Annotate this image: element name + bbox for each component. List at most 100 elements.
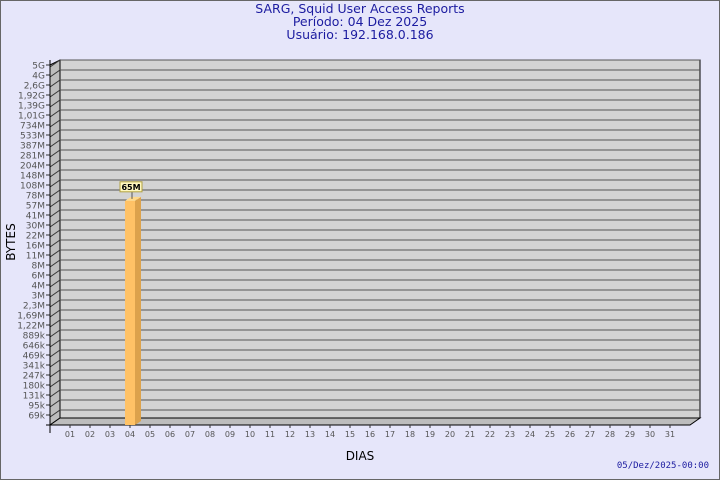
gridline-side — [49, 289, 61, 298]
gridline-side — [49, 229, 61, 238]
y-tick-label: 734M — [20, 122, 45, 132]
gridline-side — [49, 169, 61, 178]
gridline-side — [49, 279, 61, 288]
x-tick-label: 27 — [585, 430, 595, 439]
chart-title-block: SARG, Squid User Access Reports Período:… — [0, 2, 720, 41]
gridline-side — [49, 179, 61, 188]
chart-subtitle-period: Período: 04 Dez 2025 — [292, 14, 428, 29]
y-tick-label: 469k — [23, 352, 46, 362]
y-tick-label: 5G — [32, 62, 45, 72]
y-tick-label: 204M — [20, 162, 45, 172]
x-tick-label: 09 — [225, 430, 235, 439]
gridline-side — [49, 59, 61, 68]
y-tick-label: 646k — [23, 342, 46, 352]
x-tick-label: 28 — [605, 430, 615, 439]
x-tick-label: 12 — [285, 430, 295, 439]
x-tick-label: 08 — [205, 430, 215, 439]
y-tick-label: 22M — [26, 232, 45, 242]
y-tick-label: 4G — [32, 72, 45, 82]
gridline-side — [49, 79, 61, 88]
gridline-side — [49, 389, 61, 398]
gridline-side — [49, 369, 61, 378]
y-tick-label: 41M — [26, 212, 45, 222]
gridline-side — [49, 69, 61, 78]
x-tick-label: 06 — [165, 430, 175, 439]
y-tick-label: 1,22M — [17, 322, 45, 332]
y-tick-label: 30M — [26, 222, 45, 232]
gridline-side — [49, 259, 61, 268]
y-tick-label: 16M — [26, 242, 45, 252]
gridline-side — [49, 379, 61, 388]
plot-back-wall — [59, 59, 701, 419]
gridline-side — [49, 119, 61, 128]
x-tick-label: 03 — [105, 430, 115, 439]
gridline-side — [49, 189, 61, 198]
x-tick-label: 11 — [265, 430, 275, 439]
y-tick-label: 1,69M — [17, 312, 45, 322]
y-tick-label: 3M — [32, 292, 46, 302]
x-tick-label: 18 — [405, 430, 415, 439]
gridline-side — [49, 339, 61, 348]
gridline-side — [49, 359, 61, 368]
x-tick-label: 26 — [565, 430, 575, 439]
y-tick-label: 2,6G — [24, 82, 45, 92]
y-tick-label: 341k — [23, 362, 46, 372]
x-tick-label: 31 — [665, 430, 675, 439]
y-tick-label: 387M — [20, 142, 45, 152]
y-tick-label: 889k — [23, 332, 46, 342]
y-tick-label: 533M — [20, 132, 45, 142]
x-tick-label: 19 — [425, 430, 435, 439]
x-tick-label: 01 — [65, 430, 75, 439]
y-tick-label: 108M — [20, 182, 45, 192]
y-tick-label: 11M — [26, 252, 45, 262]
gridline-side — [49, 129, 61, 138]
x-tick-label: 21 — [465, 430, 475, 439]
y-tick-label: 95k — [28, 402, 45, 412]
y-tick-label: 247k — [23, 372, 46, 382]
gridline-side — [49, 299, 61, 308]
x-tick-label: 10 — [245, 430, 255, 439]
y-tick-label: 1,39G — [18, 102, 45, 112]
gridline-side — [49, 209, 61, 218]
x-tick-label: 02 — [85, 430, 95, 439]
gridline-side — [49, 409, 61, 418]
data-label: 65M — [121, 183, 140, 192]
x-tick-label: 24 — [525, 430, 535, 439]
y-tick-label: 2,3M — [23, 302, 45, 312]
gridline-side — [49, 309, 61, 318]
y-tick-label: 57M — [26, 202, 45, 212]
x-tick-label: 20 — [445, 430, 455, 439]
x-tick-label: 25 — [545, 430, 555, 439]
gridline-side — [49, 319, 61, 328]
y-axis-label: BYTES — [4, 223, 18, 260]
y-tick-label: 6M — [32, 272, 46, 282]
x-tick-label: 29 — [625, 430, 635, 439]
y-tick-label: 1,01G — [18, 112, 45, 122]
y-tick-label: 180k — [23, 382, 46, 392]
y-tick-label: 8M — [32, 262, 46, 272]
plot-floor — [48, 417, 702, 426]
bar-side — [135, 196, 141, 425]
gridline-side — [49, 249, 61, 258]
x-tick-label: 22 — [485, 430, 495, 439]
gridline-side — [49, 239, 61, 248]
data-label-box — [119, 181, 143, 193]
gridline-side — [49, 199, 61, 208]
gridline-side — [49, 219, 61, 228]
y-tick-label: 131k — [23, 392, 46, 402]
plot-side-wall — [49, 59, 61, 426]
gridline-side — [49, 99, 61, 108]
gridline-side — [49, 109, 61, 118]
gridline-side — [49, 149, 61, 158]
gridline-side — [49, 269, 61, 278]
x-tick-label: 23 — [505, 430, 515, 439]
bar-front — [125, 200, 135, 425]
chart-subtitle-user: Usuário: 192.168.0.186 — [286, 27, 434, 42]
gridline-side — [49, 329, 61, 338]
y-tick-label: 281M — [20, 152, 45, 162]
x-tick-label: 16 — [365, 430, 375, 439]
x-axis-label: DIAS — [346, 449, 375, 463]
x-tick-label: 14 — [325, 430, 335, 439]
gridline-side — [49, 399, 61, 408]
